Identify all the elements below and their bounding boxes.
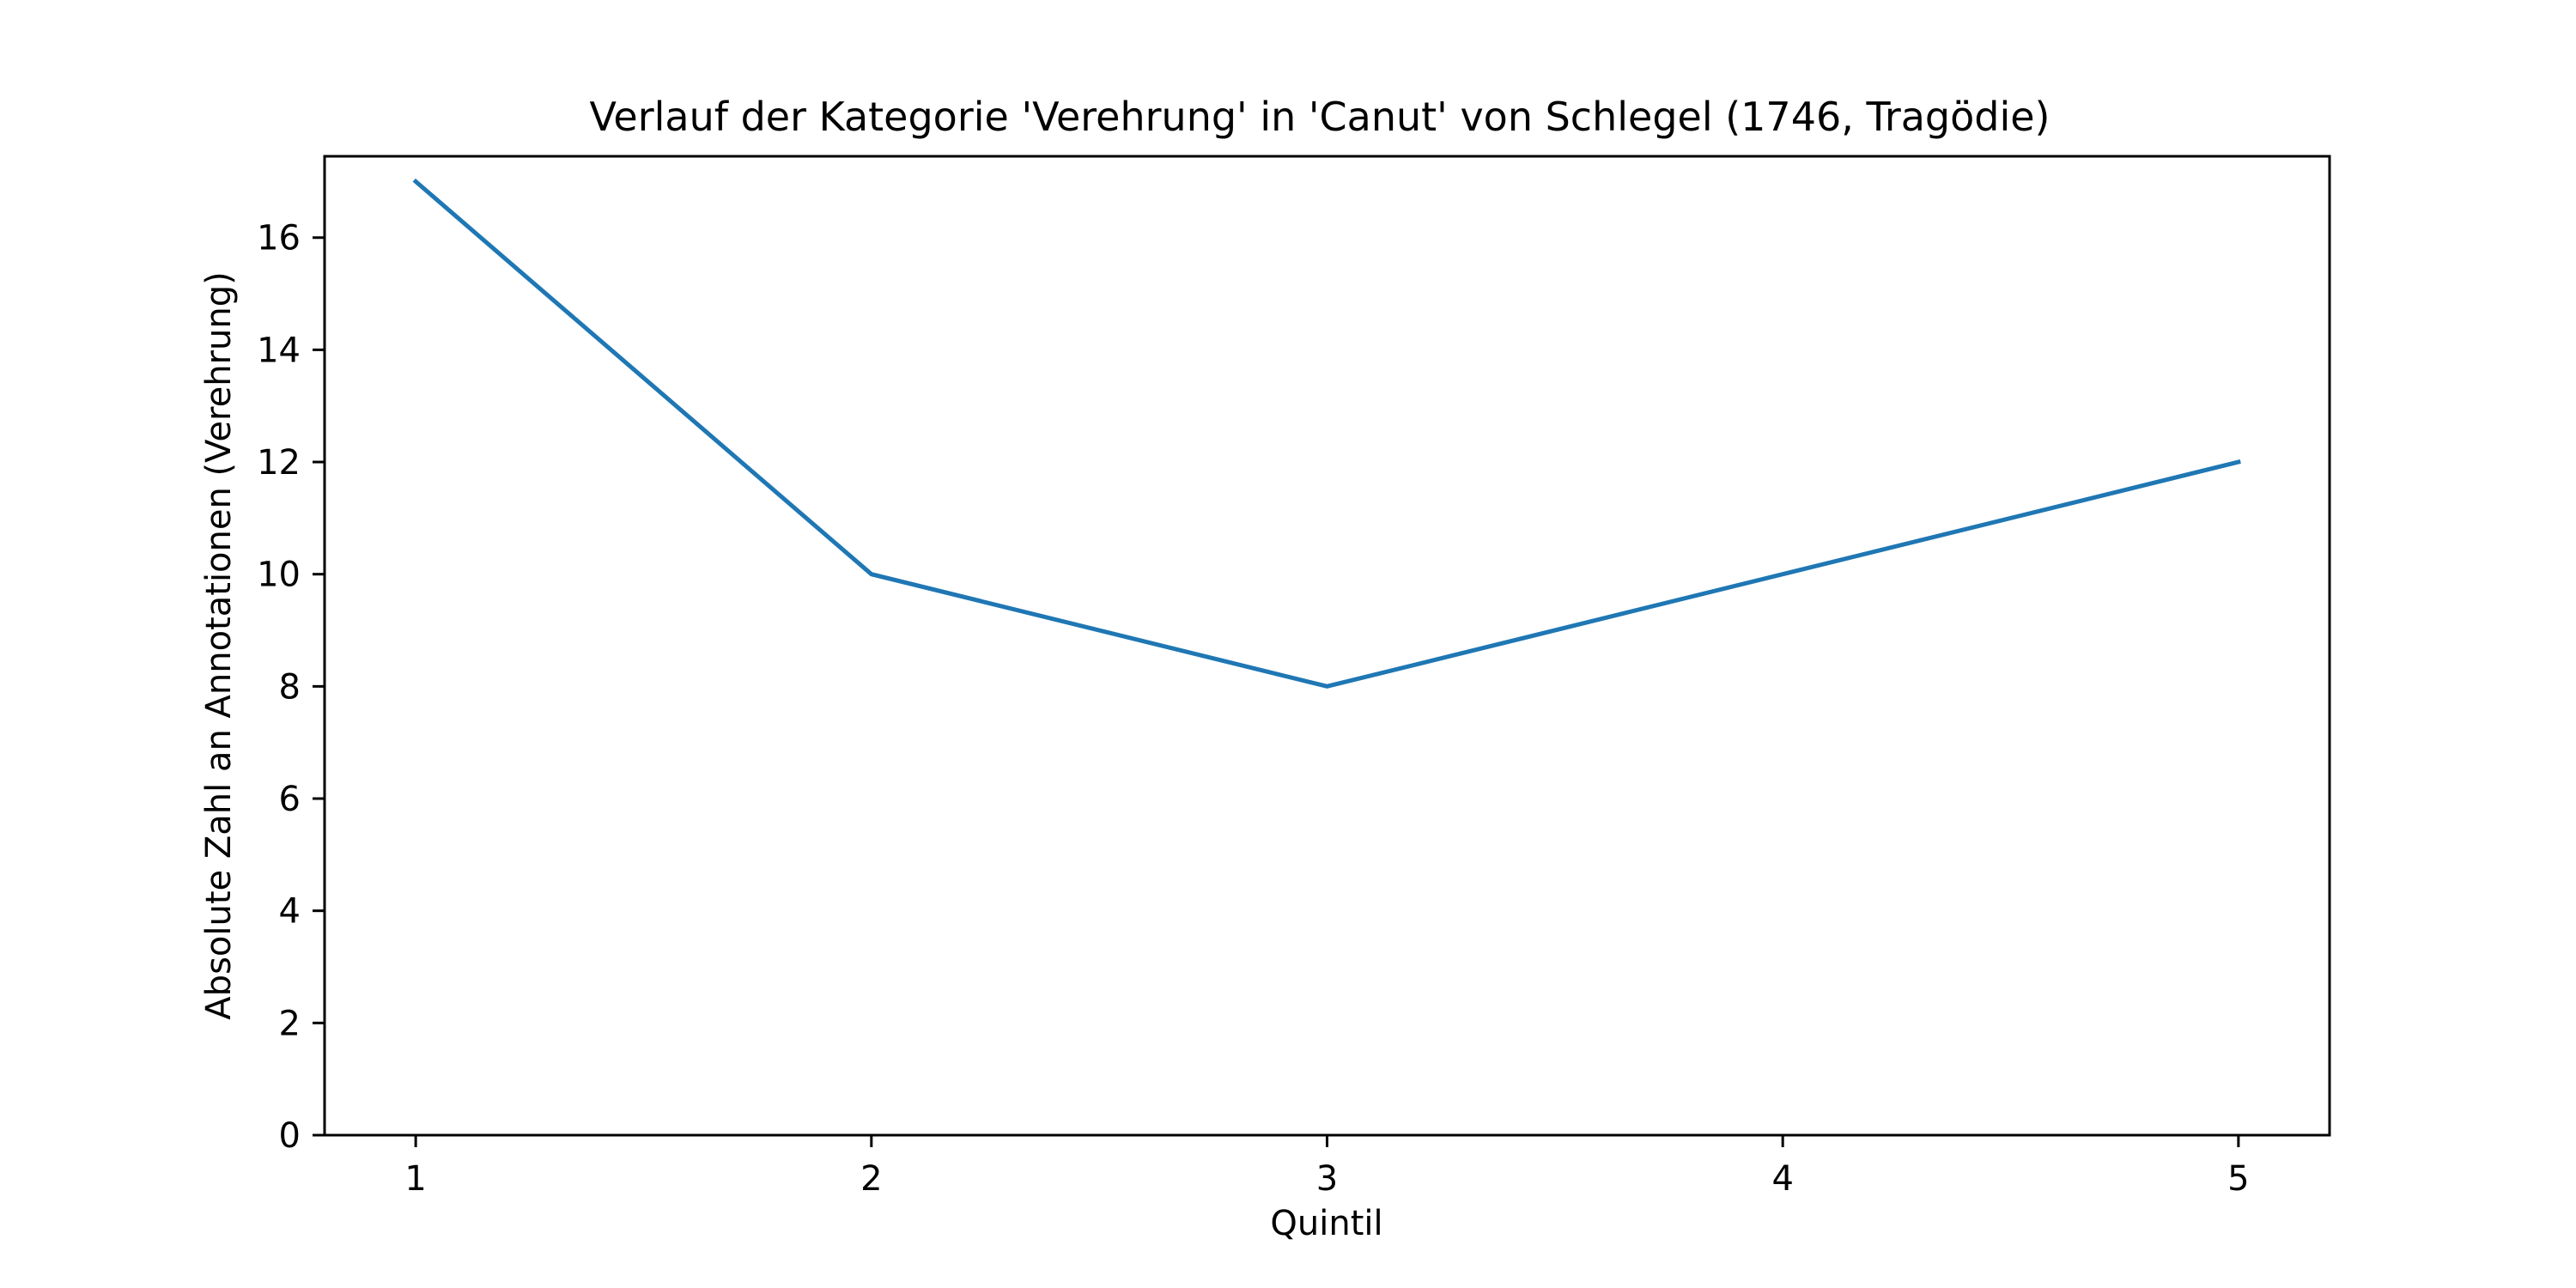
y-tick-label: 14 — [257, 331, 301, 370]
y-tick-label: 12 — [257, 443, 301, 483]
y-tick-label: 2 — [279, 1004, 301, 1043]
series-line — [412, 178, 2241, 689]
x-axis-ticks: 1 2 3 4 5 — [404, 1135, 2250, 1199]
y-tick-label: 6 — [279, 780, 301, 819]
y-tick-label: 10 — [257, 556, 301, 595]
y-tick-label: 4 — [279, 892, 301, 932]
y-tick-label: 0 — [279, 1116, 301, 1156]
y-axis-ticks: 0 2 4 6 8 10 12 14 16 — [257, 219, 325, 1156]
x-tick-label: 1 — [404, 1159, 426, 1199]
chart-title: Verlauf der Kategorie 'Verehrung' in 'Ca… — [590, 94, 2050, 140]
y-tick-label: 8 — [279, 667, 301, 707]
x-axis-label: Quintil — [1270, 1204, 1382, 1243]
plot-area-frame — [323, 155, 2331, 1137]
y-tick-label: 16 — [257, 219, 301, 258]
x-tick-label: 5 — [2227, 1159, 2249, 1199]
x-tick-label: 3 — [1316, 1159, 1338, 1199]
x-tick-label: 2 — [860, 1159, 882, 1199]
y-axis-label: Absolute Zahl an Annotationen (Verehrung… — [199, 271, 239, 1019]
x-tick-label: 4 — [1771, 1159, 1793, 1199]
